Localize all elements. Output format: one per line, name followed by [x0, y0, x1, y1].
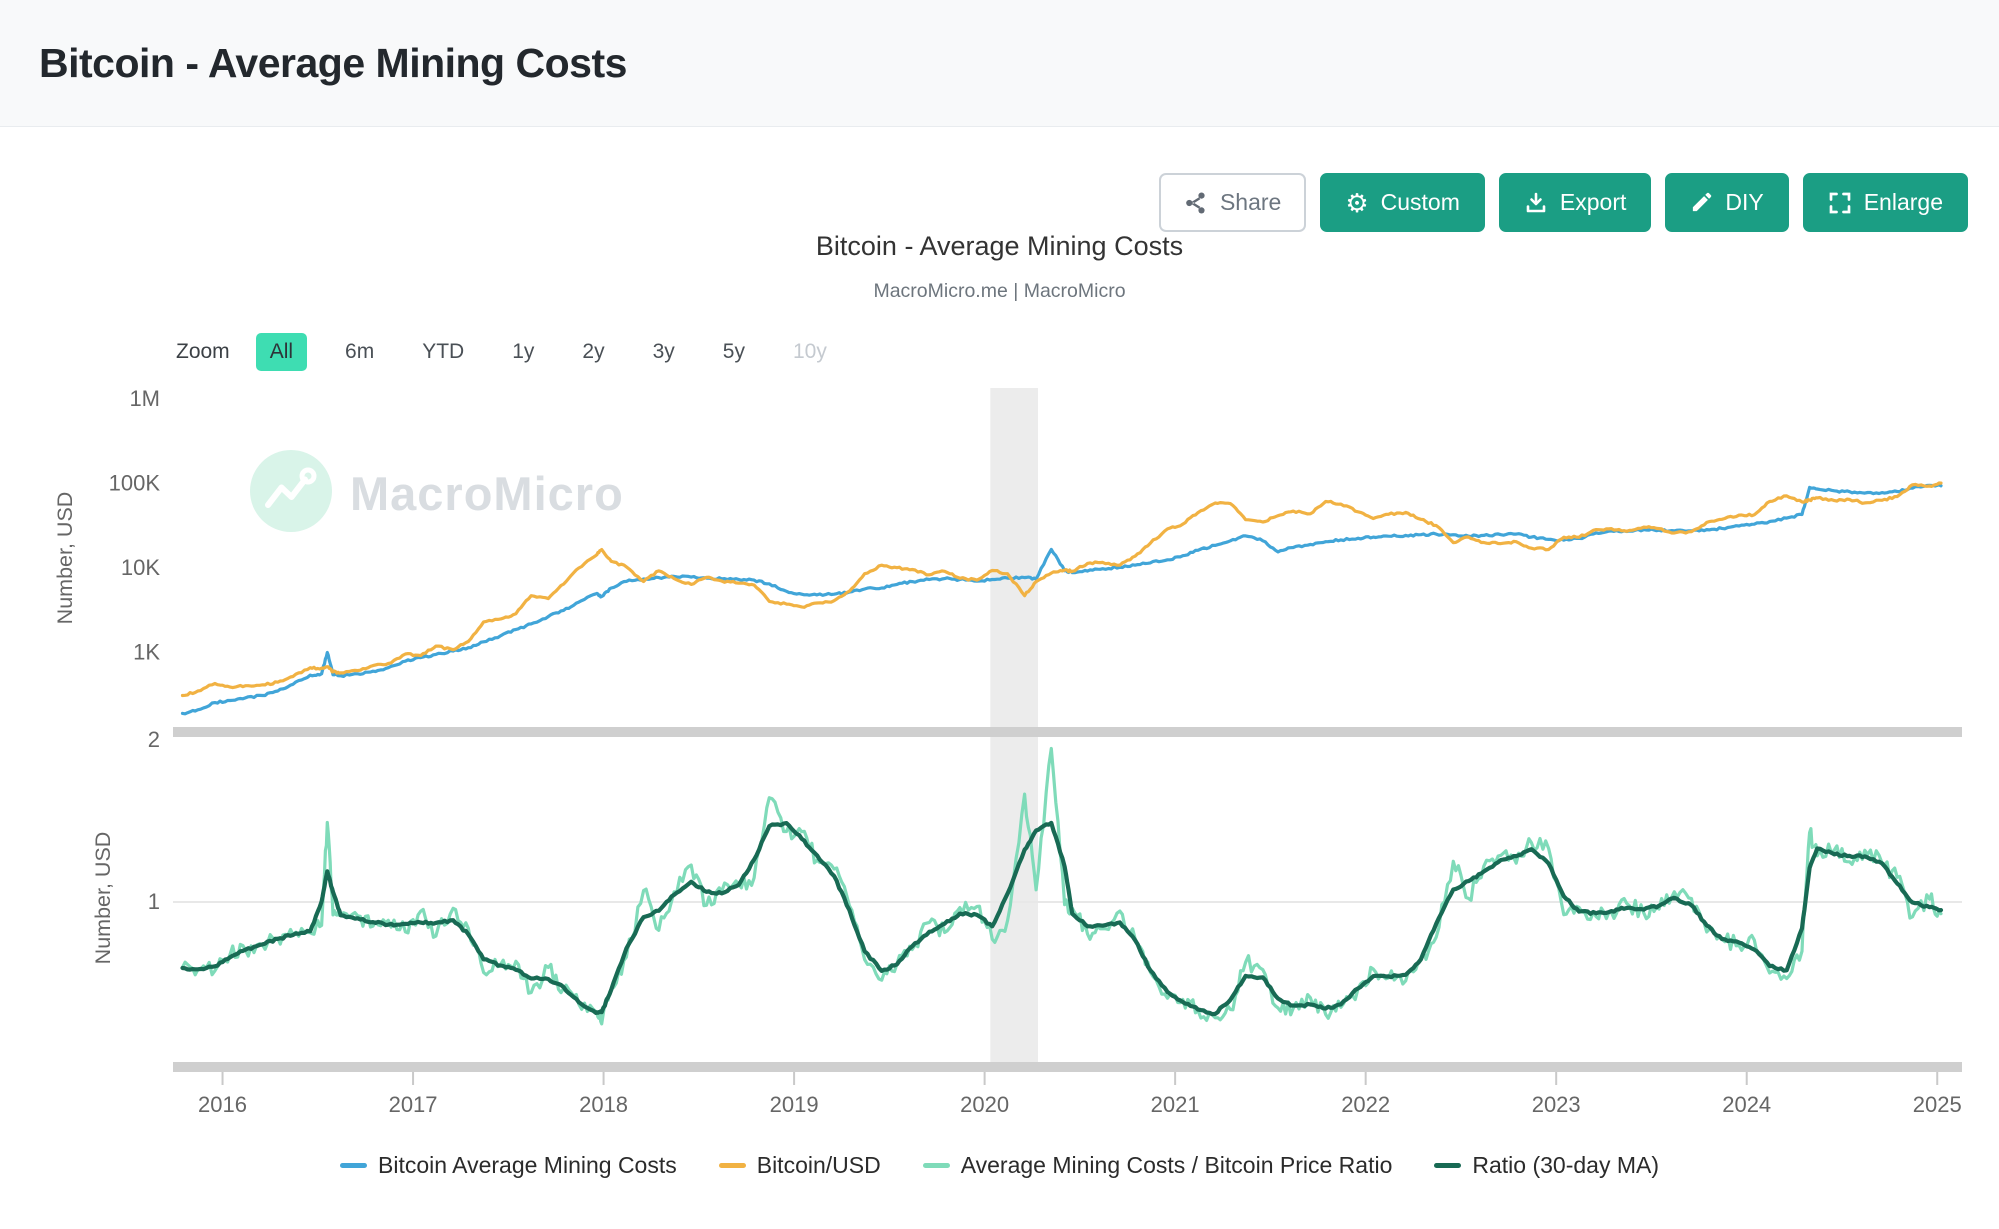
- watermark-text: MacroMicro: [350, 467, 624, 520]
- x-tick-label-2024: 2024: [1722, 1092, 1771, 1117]
- x-tick-label-2018: 2018: [579, 1092, 628, 1117]
- gear-icon: ⚙: [1345, 187, 1369, 218]
- share-icon: [1184, 191, 1208, 215]
- custom-button[interactable]: ⚙ Custom: [1320, 173, 1485, 232]
- y-tick-label-bottom-1: 1: [148, 889, 160, 914]
- legend-label-average-mining-costs-bitcoin-price-ratio: Average Mining Costs / Bitcoin Price Rat…: [960, 1152, 1393, 1178]
- zoom-label: Zoom: [176, 340, 230, 363]
- x-tick-label-2021: 2021: [1151, 1092, 1200, 1117]
- enlarge-button[interactable]: Enlarge: [1802, 173, 1968, 232]
- legend-marker-ratio-30-day-ma: [1434, 1163, 1462, 1168]
- macromicro-logo-icon: [250, 450, 332, 537]
- series-line-bitcoin-usd[interactable]: [180, 481, 1943, 698]
- pencil-icon: [1690, 191, 1713, 214]
- legend-item-bitcoin-average-mining-costs[interactable]: Bitcoin Average Mining Costs: [340, 1152, 677, 1179]
- legend-item-ratio-30-day-ma[interactable]: Ratio (30-day MA): [1434, 1152, 1659, 1179]
- recession-highlight-band: [990, 388, 1038, 1062]
- chart-legend: Bitcoin Average Mining Costs Bitcoin/USD A…: [0, 1152, 1999, 1179]
- legend-item-bitcoin-usd[interactable]: Bitcoin/USD: [718, 1152, 881, 1179]
- diy-button[interactable]: DIY: [1665, 173, 1789, 232]
- series-line-bitcoin-average-mining-costs[interactable]: [180, 483, 1943, 716]
- y-tick-label-top-1m: 1M: [129, 386, 160, 411]
- share-button[interactable]: Share: [1158, 173, 1307, 232]
- x-tick-label-2025: 2025: [1913, 1092, 1962, 1117]
- x-tick-label-2019: 2019: [770, 1092, 819, 1117]
- zoom-options: All 6m YTD 1y 2y 3y 5y 10y: [255, 333, 865, 371]
- watermark: MacroMicro: [250, 450, 624, 537]
- legend-label-bitcoin-usd: Bitcoin/USD: [756, 1152, 881, 1178]
- export-button[interactable]: Export: [1498, 173, 1652, 232]
- y-tick-label-bottom-2: 2: [148, 727, 160, 752]
- x-tick-label-2020: 2020: [960, 1092, 1009, 1117]
- custom-button-label: Custom: [1380, 189, 1460, 215]
- zoom-option-1y[interactable]: 1y: [512, 340, 535, 363]
- share-button-label: Share: [1219, 189, 1282, 215]
- zoom-option-5y[interactable]: 5y: [722, 340, 745, 363]
- zoom-option-all[interactable]: All: [255, 333, 308, 371]
- chart-toolbar: Share ⚙ Custom Export DIY: [1158, 173, 1968, 232]
- export-button-label: Export: [1559, 189, 1627, 215]
- legend-marker-bitcoin-usd: [718, 1163, 746, 1168]
- zoom-option-2y[interactable]: 2y: [582, 340, 605, 363]
- legend-item-average-mining-costs-bitcoin-price-ratio[interactable]: Average Mining Costs / Bitcoin Price Rat…: [922, 1152, 1393, 1179]
- zoom-option-6m[interactable]: 6m: [345, 340, 375, 363]
- x-axis-bar[interactable]: [173, 1062, 1962, 1072]
- x-tick-label-2022: 2022: [1341, 1092, 1390, 1117]
- chart-title: Bitcoin - Average Mining Costs: [815, 231, 1184, 261]
- y-tick-label-top-1k: 1K: [133, 640, 160, 665]
- series-line-average-mining-costs-bitcoin-price-ratio[interactable]: [180, 746, 1943, 1026]
- page-title: Bitcoin - Average Mining Costs: [39, 40, 627, 86]
- y-axis-title-top: Number, USD: [53, 492, 77, 625]
- x-tick-label-2016: 2016: [198, 1092, 247, 1117]
- y-tick-label-top-100k: 100K: [109, 471, 161, 496]
- y-tick-label-top-10k: 10K: [121, 555, 160, 580]
- download-icon: [1524, 191, 1548, 215]
- y-axis-title-bottom: Number, USD: [91, 832, 115, 965]
- page-header: Bitcoin - Average Mining Costs: [0, 0, 1999, 127]
- series-line-ratio-30-day-ma[interactable]: [180, 820, 1944, 1017]
- x-tick-label-2023: 2023: [1532, 1092, 1581, 1117]
- legend-label-ratio-30-day-ma: Ratio (30-day MA): [1472, 1152, 1659, 1178]
- legend-marker-average-mining-costs-bitcoin-price-ratio: [922, 1163, 950, 1168]
- enlarge-button-label: Enlarge: [1863, 189, 1943, 215]
- enlarge-icon: [1828, 191, 1852, 215]
- legend-marker-bitcoin-average-mining-costs: [340, 1163, 367, 1168]
- chart-subtitle: MacroMicro.me | MacroMicro: [873, 280, 1126, 302]
- diy-button-label: DIY: [1725, 189, 1764, 215]
- zoom-option-3y[interactable]: 3y: [652, 340, 675, 363]
- legend-label-bitcoin-average-mining-costs: Bitcoin Average Mining Costs: [378, 1152, 677, 1178]
- x-tick-label-2017: 2017: [389, 1092, 438, 1117]
- zoom-range-bar: Zoom All 6m YTD 1y 2y 3y 5y 10y: [176, 333, 865, 371]
- zoom-option-10y: 10y: [792, 340, 827, 363]
- panel-divider-bar[interactable]: [173, 727, 1962, 737]
- zoom-option-ytd[interactable]: YTD: [422, 340, 465, 363]
